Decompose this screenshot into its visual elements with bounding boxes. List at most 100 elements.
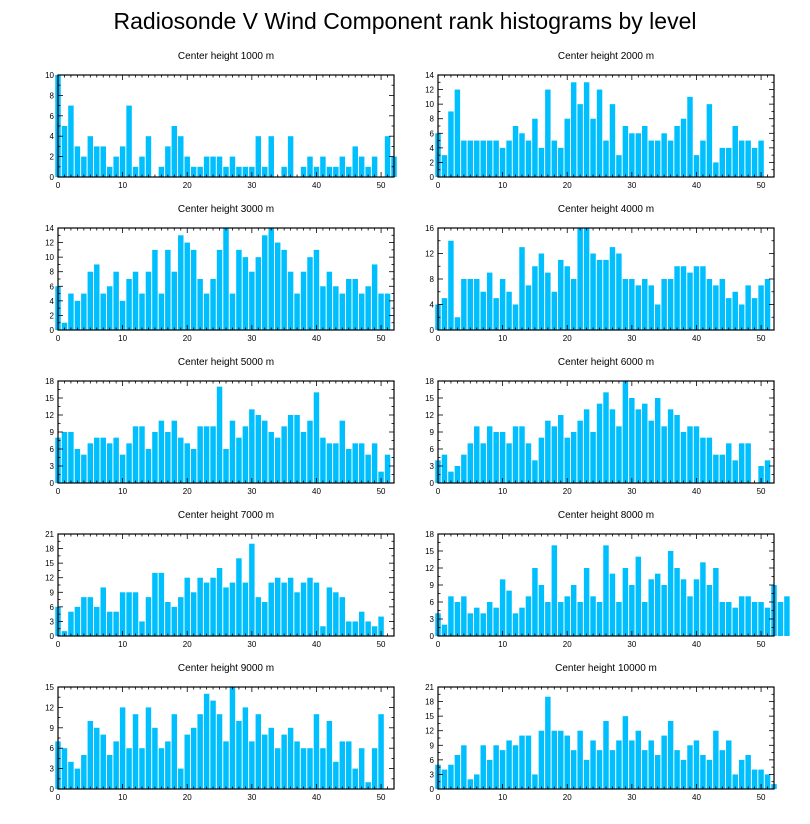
x-tick-label: 0	[436, 181, 441, 190]
histogram-bar	[448, 596, 454, 636]
histogram-bar	[229, 156, 236, 177]
histogram-bar	[294, 293, 300, 330]
histogram-bar	[106, 611, 113, 636]
histogram-bar	[371, 156, 378, 177]
histogram-panel: Center height 9000 m 0 10 20 30 40 50 0 3 6 9 12 15	[20, 657, 400, 807]
y-tick-label: 3	[50, 462, 55, 471]
histogram-bar	[493, 298, 499, 330]
histogram-bar	[745, 285, 751, 330]
histogram-bar	[255, 415, 262, 483]
x-tick-label: 10	[498, 793, 507, 802]
histogram-bar	[94, 606, 100, 636]
histogram-bar	[132, 426, 139, 483]
histogram-bar	[210, 577, 216, 636]
histogram-bar	[249, 543, 255, 636]
histogram-bar	[570, 82, 577, 177]
histogram-bar	[313, 714, 320, 789]
histogram-bar	[81, 293, 87, 330]
histogram-bar	[661, 426, 667, 483]
histogram-bar	[467, 279, 474, 330]
histogram-bar	[642, 126, 648, 177]
histogram-bar	[642, 602, 648, 636]
histogram-bar	[210, 426, 216, 483]
histogram-bar	[236, 437, 242, 483]
histogram-bar	[532, 118, 538, 177]
histogram-bar	[178, 235, 184, 330]
histogram-bar	[622, 126, 629, 177]
histogram-bar	[499, 279, 506, 330]
y-tick-label: 16	[425, 224, 434, 233]
histogram-bar	[448, 240, 454, 330]
histogram-bar	[680, 759, 687, 789]
histogram-bar	[333, 443, 339, 483]
histogram-bar	[287, 271, 294, 330]
histogram-bar	[629, 585, 635, 636]
histogram-bar	[87, 136, 94, 177]
histogram-bar	[474, 279, 480, 330]
histogram-bar	[197, 714, 203, 789]
histogram-bar	[745, 140, 751, 177]
histogram-bar	[106, 443, 113, 483]
histogram-bar	[525, 596, 532, 636]
histogram-bar	[287, 415, 294, 483]
y-tick-label: 3	[50, 617, 55, 626]
histogram-bar	[719, 602, 726, 636]
histogram-bar	[751, 769, 758, 789]
histogram-bar	[158, 166, 165, 177]
histogram-bar	[706, 437, 713, 483]
histogram-bar	[184, 443, 190, 483]
y-tick-label: 2	[50, 153, 55, 162]
histogram-bar	[281, 426, 287, 483]
histogram-bar	[333, 286, 339, 330]
histogram-bar	[564, 266, 570, 330]
histogram-bar	[119, 146, 126, 177]
x-tick-label: 40	[692, 181, 701, 190]
histogram-bar	[210, 279, 216, 330]
histogram-bar	[499, 432, 506, 483]
histogram-bar	[519, 426, 525, 483]
histogram-bar	[178, 136, 184, 177]
panel-title: Center height 8000 m	[558, 510, 654, 521]
y-tick-label: 18	[425, 377, 434, 386]
y-tick-label: 15	[45, 559, 54, 568]
histogram-bar	[190, 727, 197, 789]
histogram-bar	[139, 293, 145, 330]
histogram-panel: Center height 5000 m 0 10 20 30 40 50 0 3 6 9 12 15 1…	[20, 351, 400, 501]
histogram-bar	[307, 748, 313, 789]
y-tick-label: 3	[50, 765, 55, 774]
x-tick-label: 0	[56, 487, 61, 496]
x-tick-label: 30	[247, 793, 256, 802]
histogram-bar	[512, 126, 519, 177]
histogram-bar	[654, 140, 661, 177]
histogram-bar	[145, 136, 152, 177]
histogram-bar	[687, 96, 693, 177]
histogram-bar	[68, 611, 74, 636]
panel-title: Center height 1000 m	[178, 51, 274, 62]
panel-title: Center height 9000 m	[178, 663, 274, 674]
y-tick-label: 0	[430, 479, 435, 488]
histogram-bar	[616, 426, 622, 483]
y-tick-label: 0	[50, 632, 55, 641]
histogram-bar	[700, 562, 706, 636]
histogram-bar	[87, 721, 94, 789]
histogram-bar	[210, 700, 216, 789]
histogram-bar	[74, 449, 81, 483]
histogram-bar	[262, 166, 268, 177]
histogram-bar	[454, 602, 461, 636]
histogram-bar	[486, 272, 493, 330]
histogram-bar	[693, 740, 700, 789]
histogram-bar	[674, 415, 680, 483]
histogram-bar	[255, 597, 262, 636]
histogram-bar	[223, 449, 229, 483]
histogram-bar	[81, 156, 87, 177]
histogram-bar	[242, 582, 249, 636]
histogram-bar	[223, 228, 229, 330]
histogram-bar	[339, 156, 346, 177]
x-tick-label: 0	[436, 640, 441, 649]
histogram-bar	[346, 449, 352, 483]
y-tick-label: 4	[430, 301, 435, 310]
histogram-bar	[532, 774, 538, 789]
histogram-bar	[732, 291, 738, 330]
histogram-bar	[242, 257, 249, 330]
histogram-bar	[719, 279, 726, 330]
